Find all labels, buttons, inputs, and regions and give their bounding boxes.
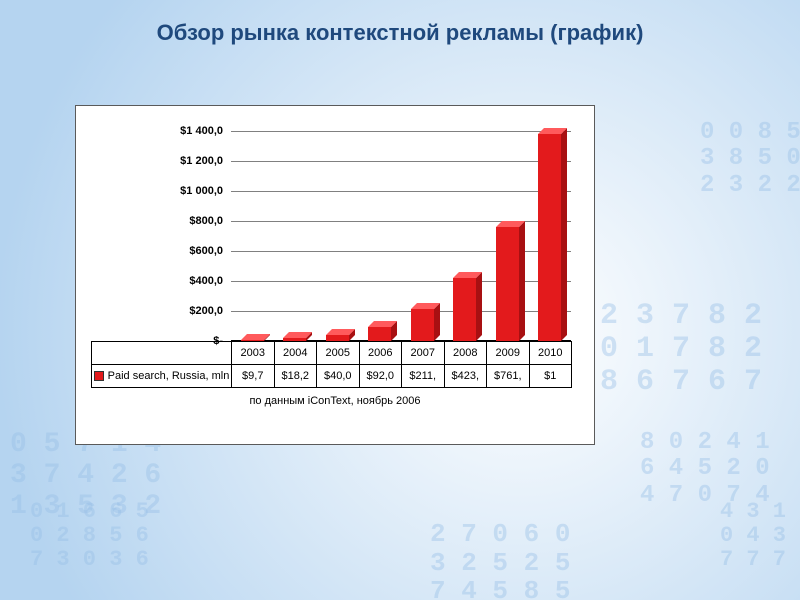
series-name: Paid search, Russia, mln xyxy=(108,370,230,382)
category-cell: 2010 xyxy=(529,342,572,365)
chart-caption: по данным iConText, ноябрь 2006 xyxy=(76,395,594,407)
legend-swatch-icon xyxy=(94,371,104,381)
bar xyxy=(368,327,391,341)
page-title: Обзор рынка контекстной рекламы (график) xyxy=(0,20,800,46)
category-cell: 2009 xyxy=(487,342,530,365)
category-cell: 2006 xyxy=(359,342,402,365)
legend-blank xyxy=(92,342,232,365)
category-cell: 2005 xyxy=(317,342,360,365)
chart-plot-area xyxy=(231,131,571,341)
value-cell: $211, xyxy=(402,365,445,388)
value-cell: $9,7 xyxy=(232,365,275,388)
y-tick-label: $1 000,0 xyxy=(76,185,223,197)
category-cell: 2008 xyxy=(444,342,487,365)
legend-cell: Paid search, Russia, mln xyxy=(92,365,232,388)
value-cell: $1 xyxy=(529,365,572,388)
y-tick-label: $800,0 xyxy=(76,215,223,227)
value-cell: $92,0 xyxy=(359,365,402,388)
y-tick-label: $200,0 xyxy=(76,305,223,317)
y-tick-label: $400,0 xyxy=(76,275,223,287)
bar xyxy=(411,309,434,341)
value-cell: $761, xyxy=(487,365,530,388)
chart-container: $-$200,0$400,0$600,0$800,0$1 000,0$1 200… xyxy=(75,105,595,445)
bar xyxy=(453,278,476,341)
y-tick-label: $1 400,0 xyxy=(76,125,223,137)
chart-data-table: 20032004200520062007200820092010 Paid sea… xyxy=(91,341,572,388)
bar xyxy=(538,134,561,341)
value-cell: $40,0 xyxy=(317,365,360,388)
y-tick-label: $1 200,0 xyxy=(76,155,223,167)
slide: Обзор рынка контекстной рекламы (график)… xyxy=(0,0,800,600)
category-cell: 2007 xyxy=(402,342,445,365)
value-cell: $423, xyxy=(444,365,487,388)
gridline xyxy=(231,161,571,162)
gridline xyxy=(231,131,571,132)
category-cell: 2003 xyxy=(232,342,275,365)
gridline xyxy=(231,191,571,192)
value-cell: $18,2 xyxy=(274,365,317,388)
bar xyxy=(496,227,519,341)
category-cell: 2004 xyxy=(274,342,317,365)
y-tick-label: $600,0 xyxy=(76,245,223,257)
